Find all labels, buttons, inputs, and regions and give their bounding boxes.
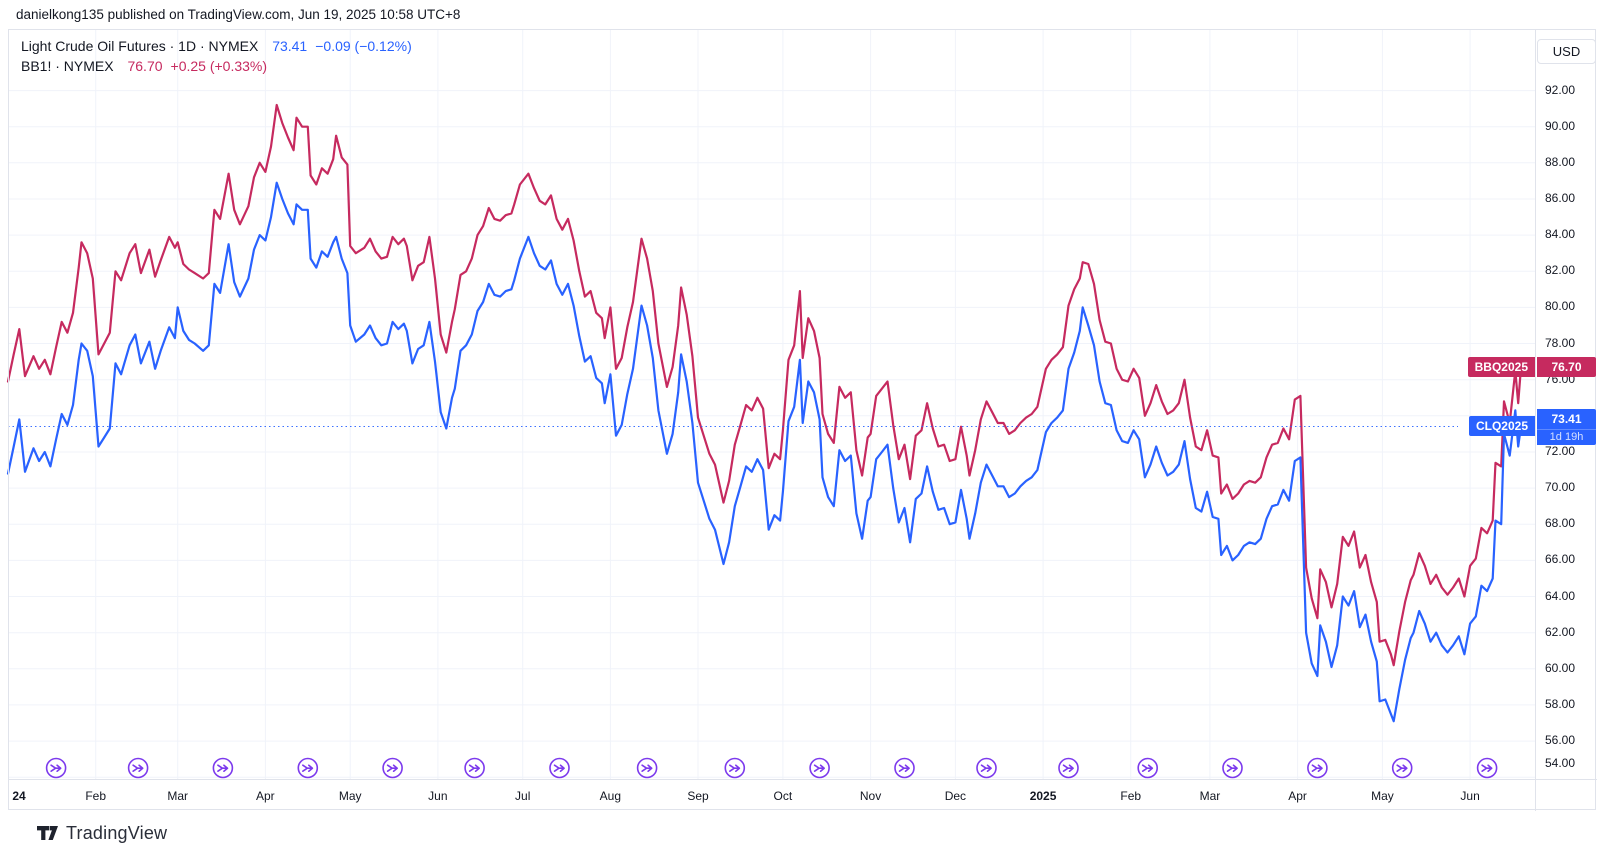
price-tick-label: 78.00 xyxy=(1545,335,1576,350)
price-tick-label: 68.00 xyxy=(1545,516,1576,531)
price-tick-label: 70.00 xyxy=(1545,480,1576,495)
price-tick-label: 60.00 xyxy=(1545,660,1576,675)
price-tick-label: 56.00 xyxy=(1545,733,1576,748)
time-axis-separator xyxy=(8,779,1597,780)
contract-rollover-icon[interactable] xyxy=(45,757,67,779)
price-axis-separator xyxy=(1535,29,1536,811)
contract-rollover-icon[interactable] xyxy=(1137,757,1158,779)
contract-rollover-icon[interactable] xyxy=(1222,757,1243,779)
contract-rollover-icon[interactable] xyxy=(1058,757,1079,779)
time-tick-label: 24 xyxy=(12,789,26,803)
contract-rollover-icon[interactable] xyxy=(212,757,234,779)
contract-rollover-icon[interactable] xyxy=(636,757,658,779)
time-tick-label: Apr xyxy=(256,789,275,803)
contract-rollover-icon[interactable] xyxy=(1307,757,1328,779)
contract-rollover-icon[interactable] xyxy=(297,757,319,779)
legend-cl-label: Light Crude Oil Futures · 1D · NYMEX xyxy=(21,38,259,54)
time-tick-label: Mar xyxy=(1199,789,1221,803)
time-tick-label: Feb xyxy=(85,789,106,803)
time-tick-label: Jun xyxy=(1460,789,1480,803)
contract-rollover-icon[interactable] xyxy=(1476,757,1498,779)
time-tick-label: Mar xyxy=(167,789,189,803)
contract-rollover-icon[interactable] xyxy=(724,757,746,779)
price-tick-label: 84.00 xyxy=(1545,227,1576,242)
legend: Light Crude Oil Futures · 1D · NYMEX 73.… xyxy=(21,36,412,76)
contract-rollover-icon[interactable] xyxy=(127,757,149,779)
time-tick-label: 2025 xyxy=(1029,789,1057,803)
time-tick-label: May xyxy=(338,789,362,803)
contract-rollover-icon[interactable] xyxy=(1391,757,1413,779)
contract-rollover-icon[interactable] xyxy=(894,757,915,779)
series-line-cl[interactable] xyxy=(6,181,1523,723)
price-tick-label: 72.00 xyxy=(1545,443,1576,458)
price-tag-bbq2025-price: 76.70 xyxy=(1537,357,1596,377)
price-tick-label: 64.00 xyxy=(1545,588,1576,603)
legend-bb-label: BB1! · NYMEX xyxy=(21,58,114,74)
price-tick-label: 80.00 xyxy=(1545,299,1576,314)
legend-bb-values: 76.70 +0.25 (+0.33%) xyxy=(127,58,268,74)
price-tick-label: 90.00 xyxy=(1545,118,1576,133)
time-tick-label: Apr xyxy=(1288,789,1307,803)
price-tick-label: 92.00 xyxy=(1545,82,1576,97)
legend-row-cl[interactable]: Light Crude Oil Futures · 1D · NYMEX 73.… xyxy=(21,36,412,56)
clq2025-last-price: 73.41 xyxy=(1551,412,1582,426)
time-tick-label: Jun xyxy=(428,789,448,803)
legend-cl-values: 73.41 −0.09 (−0.12%) xyxy=(272,38,412,54)
contract-countdown: 1d 19h xyxy=(1537,429,1596,445)
contract-rollover-icon[interactable] xyxy=(382,757,403,779)
price-tick-label: 54.00 xyxy=(1545,756,1576,770)
time-tick-label: Dec xyxy=(944,789,967,803)
time-tick-label: Sep xyxy=(687,789,709,803)
attribution-text: danielkong135 published on TradingView.c… xyxy=(16,7,461,22)
contract-rollover-icon[interactable] xyxy=(549,757,570,779)
time-tick-label: Feb xyxy=(1120,789,1142,803)
time-tick-label: Oct xyxy=(773,789,793,803)
legend-row-bb[interactable]: BB1! · NYMEX 76.70 +0.25 (+0.33%) xyxy=(21,56,412,76)
time-tick-label: Aug xyxy=(599,789,622,803)
price-tag-bbq2025-ticker: BBQ2025 xyxy=(1467,357,1535,377)
contract-rollover-icon[interactable] xyxy=(809,757,830,779)
price-tick-label: 58.00 xyxy=(1545,696,1576,711)
price-tick-label: 62.00 xyxy=(1545,624,1576,639)
price-tick-label: 82.00 xyxy=(1545,263,1576,278)
price-tick-label: 88.00 xyxy=(1545,154,1576,169)
contract-rollover-icon[interactable] xyxy=(464,757,485,779)
tradingview-logo[interactable]: TradingView xyxy=(36,823,167,844)
time-tick-label: Jul xyxy=(515,789,531,803)
series-line-bb[interactable] xyxy=(6,103,1523,667)
price-tick-label: 66.00 xyxy=(1545,552,1576,567)
tradingview-logo-icon xyxy=(37,826,58,840)
time-tick-label: Nov xyxy=(859,789,882,803)
time-tick-label: May xyxy=(1371,789,1394,803)
price-tag-clq2025-price: 73.41 1d 19h xyxy=(1537,409,1596,445)
price-tag-clq2025-ticker: CLQ2025 xyxy=(1468,416,1535,436)
tradingview-logo-text: TradingView xyxy=(66,823,168,843)
currency-toggle-button[interactable]: USD xyxy=(1537,39,1596,64)
contract-rollover-icon[interactable] xyxy=(976,757,997,779)
price-tick-label: 86.00 xyxy=(1545,190,1576,205)
